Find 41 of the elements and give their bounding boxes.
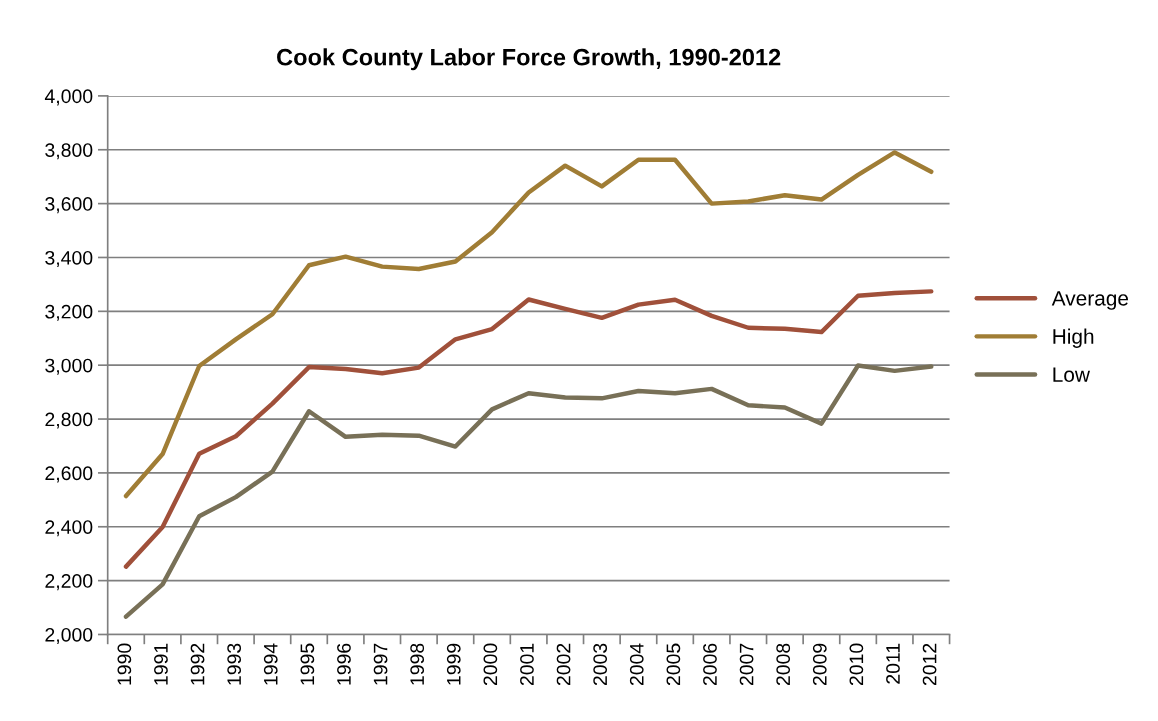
legend-label: Average [1051,291,1129,310]
y-tick-label: 2,600 [45,466,93,483]
x-tick-label: 2005 [666,643,681,686]
y-tick-label: 2,800 [45,412,93,429]
x-tick-label: 2000 [483,643,498,686]
x-tick-label: 2012 [922,643,937,686]
x-tick-label: 1991 [154,643,168,685]
x-tick-label: 1999 [446,643,461,685]
x-tick-label: 1992 [190,643,205,685]
line-series [123,363,934,619]
y-tick-label: 3,000 [45,358,93,375]
x-tick-label: 1994 [263,643,278,685]
x-tick-label: 2004 [629,643,644,686]
y-tick-label: 2,400 [45,520,93,537]
x-tick-label: 1990 [117,643,132,685]
x-tick-label: 1998 [410,643,425,685]
x-tick-label: 1996 [337,643,351,685]
x-tick-label: 2007 [739,643,754,686]
x-tick-label: 2009 [812,643,827,686]
legend-label: Low [1053,367,1090,383]
y-tick-label: 2,200 [45,574,93,591]
x-tick-label: 2001 [520,643,534,686]
x-tick-label: 2003 [593,643,608,686]
x-tick-label: 2006 [703,643,717,686]
y-tick-label: 2,000 [45,627,93,645]
y-tick-label: 3,400 [45,250,93,267]
y-tick-label: 3,600 [45,197,93,214]
x-tick-label: 2008 [776,643,791,686]
legend-label: High [1053,328,1094,348]
x-tick-label: 2011 [886,643,900,684]
y-tick-label: 4,000 [44,89,93,106]
y-tick-label: 3,800 [45,143,93,160]
x-tick-label: 2002 [556,643,571,686]
x-tick-label: 1993 [227,643,242,685]
x-tick-label: 1995 [300,643,315,685]
x-tick-label: 1997 [373,643,388,685]
x-tick-label: 2010 [849,643,864,686]
y-tick-label: 3,200 [45,304,93,321]
chart-title: Cook County Labor Force Growth, 1990-2012 [277,48,781,71]
line-series [123,150,934,499]
line-series [123,289,934,569]
